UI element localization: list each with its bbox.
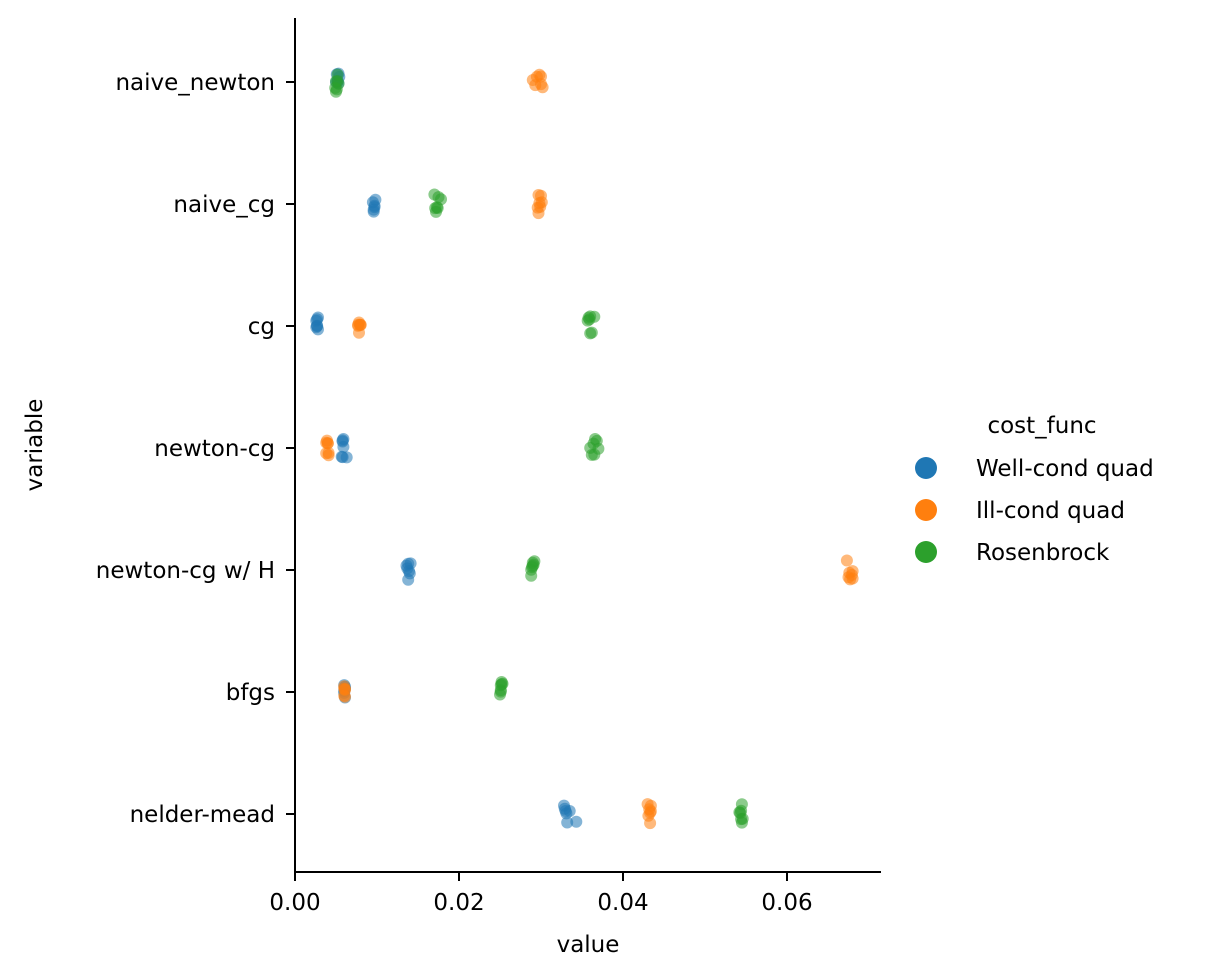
data-point xyxy=(430,201,443,214)
data-point xyxy=(529,79,542,92)
data-point xyxy=(368,201,381,214)
x-tick-label: 0.00 xyxy=(269,890,320,916)
x-axis-label: value xyxy=(557,932,620,958)
data-point xyxy=(525,569,538,582)
y-tick-label: cg xyxy=(248,314,275,340)
y-tick-label: newton-cg w/ H xyxy=(96,558,275,584)
y-tick-label: newton-cg xyxy=(154,436,275,462)
data-point xyxy=(735,804,748,817)
data-point xyxy=(560,807,573,820)
data-point xyxy=(644,799,657,812)
y-tick-label: naive_cg xyxy=(173,192,275,218)
data-point xyxy=(561,816,574,829)
legend-entry-label: Well-cond quad xyxy=(976,456,1154,482)
data-point xyxy=(535,70,547,83)
x-tick-label: 0.06 xyxy=(761,890,812,916)
data-point xyxy=(585,326,598,339)
data-point xyxy=(735,816,748,829)
data-point xyxy=(331,68,344,81)
y-tick-label: naive_newton xyxy=(115,70,275,96)
legend-entry-label: Ill-cond quad xyxy=(976,498,1125,524)
x-tick-label: 0.02 xyxy=(433,890,484,916)
data-point xyxy=(432,191,445,204)
data-point xyxy=(321,437,334,450)
data-point xyxy=(337,440,350,453)
data-point xyxy=(532,207,545,220)
data-point xyxy=(402,573,415,586)
y-tick-label: bfgs xyxy=(226,680,275,706)
data-point xyxy=(311,319,324,332)
x-ticks: 0.00 0.02 0.04 0.06 xyxy=(269,872,813,916)
legend-entry-label: Rosenbrock xyxy=(976,540,1110,566)
y-tick-label: nelder-mead xyxy=(130,802,275,828)
legend-marker xyxy=(915,541,937,563)
legend-marker xyxy=(915,457,937,479)
data-point xyxy=(404,557,417,570)
data-point xyxy=(584,310,597,323)
data-point xyxy=(339,690,351,703)
data-point xyxy=(570,815,583,828)
data-point xyxy=(336,451,349,464)
legend-title: cost_func xyxy=(987,413,1096,439)
data-point xyxy=(587,437,600,450)
data-point xyxy=(494,685,507,698)
data-point xyxy=(526,556,539,569)
data-points xyxy=(310,67,859,830)
data-point xyxy=(352,318,365,331)
data-point xyxy=(329,81,342,94)
legend-entries: Well-cond quad Ill-cond quad Rosenbrock xyxy=(915,456,1154,566)
legend-marker xyxy=(915,499,937,521)
legend: cost_func Well-cond quad Ill-cond quad Ros… xyxy=(915,413,1154,566)
data-point xyxy=(846,565,859,578)
y-axis-label: variable xyxy=(22,399,48,492)
data-point xyxy=(840,554,853,567)
data-point xyxy=(322,449,335,462)
x-tick-label: 0.04 xyxy=(597,890,648,916)
